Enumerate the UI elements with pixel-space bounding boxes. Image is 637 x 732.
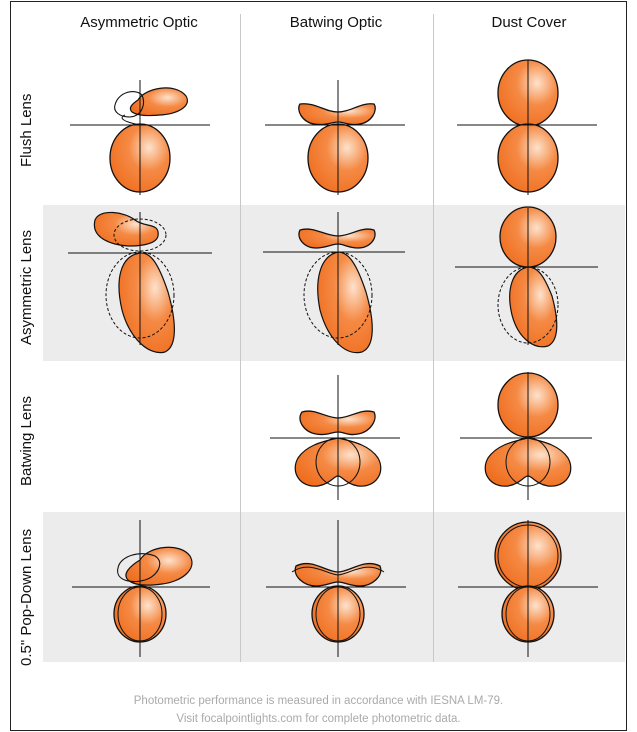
row-label-asymmetric-lens: Asymmetric Lens — [18, 229, 35, 345]
row-label-flush-lens: Flush Lens — [18, 93, 35, 167]
column-header-asymmetric-optic: Asymmetric Optic — [80, 14, 198, 31]
row-band-popdown — [43, 512, 625, 662]
column-header-dust-cover: Dust Cover — [491, 14, 567, 31]
footer-line-1: Photometric performance is measured in a… — [133, 695, 504, 707]
column-header-batwing-optic: Batwing Optic — [289, 14, 383, 31]
row-label-batwing-lens: Batwing Lens — [18, 395, 35, 486]
column-divider — [433, 14, 434, 662]
row-label-popdown-lens: 0.5" Pop-Down Lens — [18, 528, 35, 666]
footer-note: Photometric performance is measured in a… — [10, 692, 627, 728]
row-band-asymmetric — [43, 205, 625, 361]
column-divider — [240, 14, 241, 662]
footer-line-2: Visit focalpointlights.com for complete … — [176, 713, 461, 725]
